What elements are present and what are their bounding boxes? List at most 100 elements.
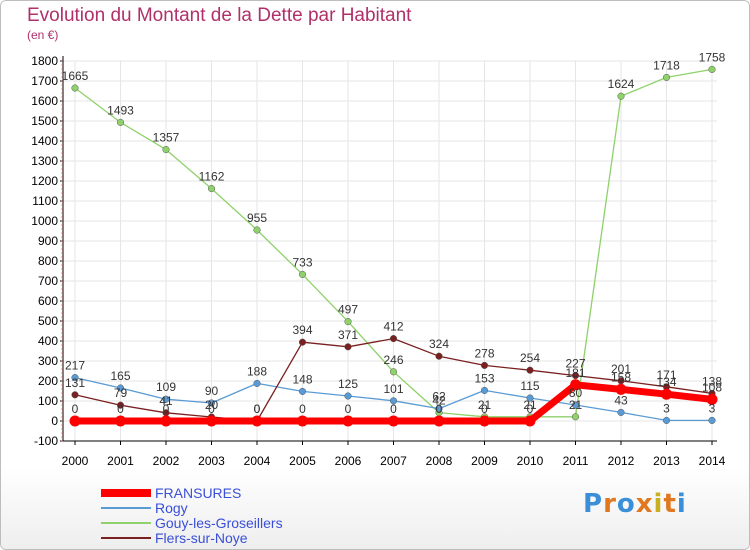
data-point: [162, 395, 170, 403]
data-point: [344, 392, 352, 400]
x-tick-label: 2002: [153, 454, 180, 468]
data-point: [570, 379, 581, 391]
data-label: 1493: [107, 103, 134, 117]
x-tick-label: 2008: [426, 454, 453, 468]
data-label: 80: [569, 386, 583, 400]
x-tick-label: 2005: [289, 454, 316, 468]
legend-label: Flers-sur-Noye: [155, 529, 248, 546]
x-tick-label: 2003: [198, 454, 225, 468]
data-label: 0: [163, 402, 170, 416]
data-label: 101: [383, 382, 403, 396]
y-tick-label: 700: [38, 274, 58, 288]
data-label: 0: [527, 402, 534, 416]
series-gouy-les-groseillers: [71, 65, 716, 421]
chart-title: Evolution du Montant de la Dette par Hab…: [27, 5, 412, 26]
data-label: 0: [208, 402, 215, 416]
data-label: 41: [159, 394, 173, 408]
data-point: [253, 226, 261, 234]
legend-swatch: [101, 536, 151, 539]
data-point: [251, 415, 263, 427]
data-label: 0: [72, 402, 79, 416]
data-point: [662, 416, 671, 424]
data-label: 21: [478, 398, 492, 412]
data-point: [571, 401, 580, 409]
grid-lines: [63, 60, 717, 442]
y-tick-label: 300: [38, 354, 58, 368]
y-tick-label: 1200: [31, 174, 58, 188]
data-label: 0: [117, 402, 124, 416]
y-tick-label: 1400: [31, 134, 58, 148]
logo-letter: i: [676, 489, 687, 519]
x-tick-label: 2001: [107, 454, 134, 468]
data-label: 278: [474, 346, 494, 360]
data-point: [206, 415, 217, 427]
data-label: 134: [656, 375, 676, 389]
data-label: 1357: [153, 131, 180, 145]
data-label: 0: [390, 402, 397, 416]
data-label: 125: [338, 377, 358, 391]
data-label: 108: [702, 380, 722, 394]
data-point: [617, 92, 625, 100]
chart-subtitle: (en €): [27, 28, 59, 42]
data-point: [435, 352, 443, 360]
data-label: 3: [663, 401, 670, 415]
data-point: [708, 416, 716, 424]
data-point: [69, 415, 81, 427]
data-point: [526, 394, 534, 402]
data-label: 158: [611, 370, 631, 384]
x-tick-label: 2012: [608, 454, 635, 468]
data-point: [344, 318, 352, 326]
data-point: [253, 379, 261, 387]
data-label: 0: [436, 402, 443, 416]
data-point: [661, 388, 672, 400]
data-label: 79: [114, 386, 128, 400]
x-tick-label: 2007: [380, 454, 407, 468]
data-point: [389, 397, 398, 405]
data-point: [433, 415, 445, 427]
logo-letter: P: [583, 489, 604, 519]
y-tick-label: 800: [38, 254, 58, 268]
logo-letter: x: [635, 489, 654, 519]
data-point: [389, 368, 398, 376]
data-label: 371: [338, 328, 358, 342]
legend: FRANSURES Rogy Gouy-les-Groseillers Flers-s…: [101, 484, 283, 546]
data-label: 3: [709, 401, 716, 415]
data-point: [344, 343, 352, 351]
data-label: 1665: [62, 69, 89, 83]
data-label: 21: [523, 398, 537, 412]
data-label: 1162: [199, 170, 225, 184]
data-label: 188: [247, 364, 267, 378]
data-point: [388, 415, 399, 427]
y-tick-label: 1700: [31, 74, 58, 88]
data-label: 412: [383, 320, 403, 334]
data-point: [207, 399, 216, 407]
y-tick-label: 1500: [31, 114, 58, 128]
data-point: [435, 405, 443, 413]
data-label: 733: [292, 255, 312, 269]
data-label: 0: [254, 402, 261, 416]
data-point: [662, 73, 671, 81]
data-label: 90: [205, 384, 219, 398]
data-label: 148: [292, 372, 312, 386]
data-label: 955: [247, 211, 267, 225]
legend-label: FRANSURES: [155, 484, 242, 501]
data-point: [162, 146, 170, 154]
data-point: [526, 366, 534, 374]
y-tick-label: 0: [51, 414, 58, 428]
y-tick-label: 1800: [31, 54, 58, 68]
data-label: 394: [292, 323, 312, 337]
y-tick-label: 100: [38, 394, 58, 408]
data-point: [115, 415, 126, 427]
data-point: [207, 185, 216, 193]
y-tick-label: 900: [38, 234, 58, 248]
data-label: 171: [656, 368, 676, 382]
logo-letter: o: [616, 489, 636, 519]
data-point: [479, 415, 490, 427]
data-label: 0: [481, 402, 488, 416]
series-fransures: [69, 379, 718, 427]
data-label: 217: [65, 359, 85, 373]
logo-letter: i: [653, 489, 664, 519]
y-tick-label: -100: [34, 434, 58, 448]
